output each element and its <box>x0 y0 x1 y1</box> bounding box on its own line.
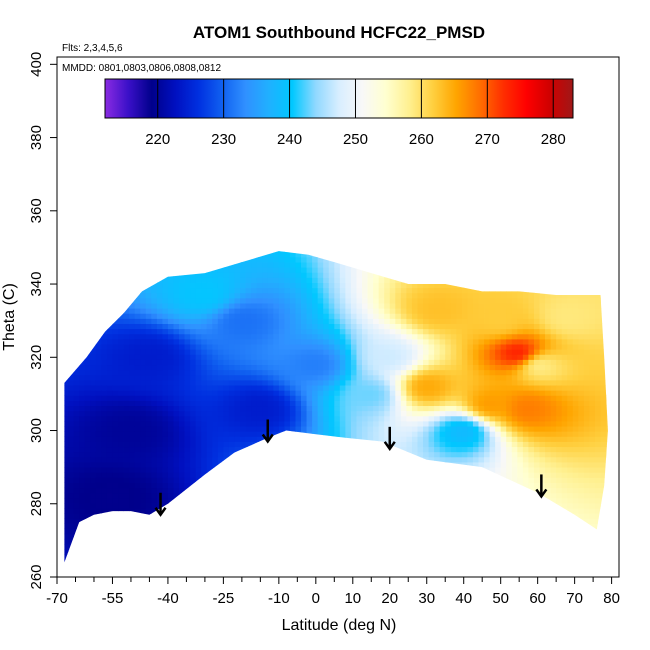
x-tick-label: 20 <box>381 590 398 607</box>
colorbar-tick-label: 240 <box>277 131 302 148</box>
y-tick-label: 380 <box>28 125 45 150</box>
y-tick-label: 280 <box>28 491 45 516</box>
x-tick-label: -25 <box>213 590 235 607</box>
x-tick-label: -55 <box>102 590 124 607</box>
x-tick-label: 30 <box>418 590 435 607</box>
flights-label: Flts: 2,3,4,5,6 <box>62 43 123 54</box>
colorbar-tick-label: 270 <box>475 131 500 148</box>
x-tick-label: 50 <box>492 590 509 607</box>
y-tick-label: 400 <box>28 52 45 77</box>
chart-title: ATOM1 Southbound HCFC22_PMSD <box>193 23 485 42</box>
arrow-marker <box>261 419 274 444</box>
arrow-markers <box>154 419 548 517</box>
x-tick-label: 70 <box>566 590 583 607</box>
arrow-marker <box>154 492 167 517</box>
x-tick-label: -70 <box>46 590 68 607</box>
y-tick-label: 340 <box>28 272 45 297</box>
arrow-marker <box>535 474 548 499</box>
y-tick-label: 360 <box>28 198 45 223</box>
x-tick-label: -40 <box>157 590 179 607</box>
arrow-marker <box>383 426 396 451</box>
x-tick-label: 60 <box>529 590 546 607</box>
x-tick-label: 0 <box>312 590 320 607</box>
x-axis: -70 -55 -40 -25 -10 0 10 20 30 40 50 60 70 80 <box>46 577 620 607</box>
x-tick-label: 80 <box>603 590 620 607</box>
colorbar-tick-label: 230 <box>211 131 236 148</box>
y-axis-title: Theta (C) <box>1 283 18 351</box>
colorbar-tick-label: 280 <box>541 131 566 148</box>
colorbar-tick-label: 250 <box>343 131 368 148</box>
dates-label: MMDD: 0801,0803,0806,0808,0812 <box>62 63 221 74</box>
heatmap-field <box>64 251 608 563</box>
y-tick-label: 260 <box>28 564 45 589</box>
colorbar-tick-label: 220 <box>145 131 170 148</box>
y-tick-label: 320 <box>28 345 45 370</box>
colorbar: 220 230 240 250 260 270 280 <box>104 78 574 148</box>
x-axis-title: Latitude (deg N) <box>282 617 397 634</box>
colorbar-tick-label: 260 <box>409 131 434 148</box>
plot-frame <box>56 56 620 578</box>
x-tick-label: -10 <box>268 590 290 607</box>
x-tick-label: 10 <box>344 590 361 607</box>
y-axis: 260 280 300 320 340 360 380 400 <box>28 52 57 590</box>
y-tick-label: 300 <box>28 418 45 443</box>
x-tick-label: 40 <box>455 590 472 607</box>
